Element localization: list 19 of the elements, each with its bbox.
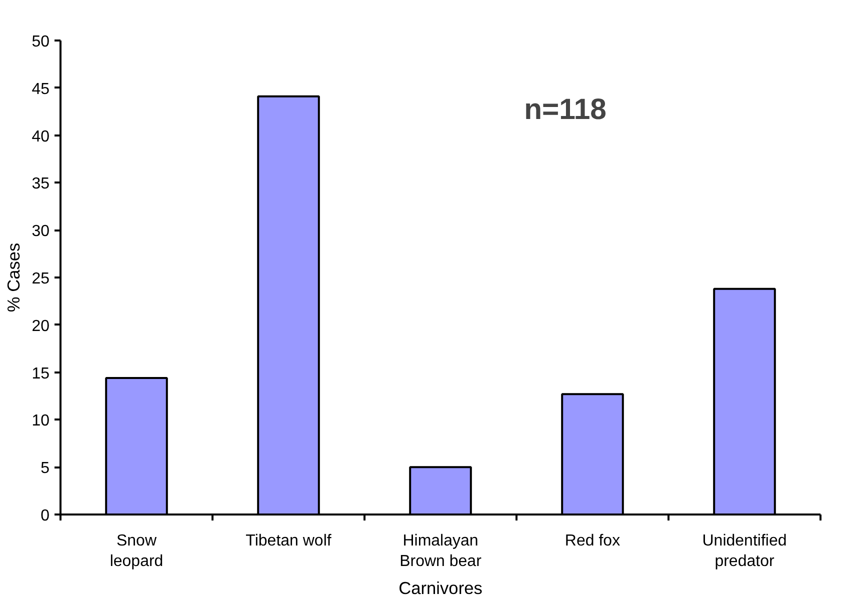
- x-tick-label: Red fox: [564, 532, 620, 550]
- y-tick-label: 30: [32, 223, 50, 240]
- y-tick-label: 5: [40, 460, 50, 478]
- x-tick-label: Himalayan Brown bear: [400, 532, 482, 570]
- x-tick-label: Tibetan wolf: [246, 532, 332, 550]
- y-tick-label: 15: [32, 365, 50, 382]
- y-tick-label: 50: [32, 34, 50, 50]
- y-tick-label: 20: [32, 318, 50, 335]
- y-tick-label: 25: [32, 270, 50, 288]
- y-tick-label: 35: [32, 176, 50, 193]
- annotation: n=118: [524, 92, 606, 126]
- y-tick-label: 10: [32, 412, 50, 430]
- x-tick-label: Unidentified predator: [702, 532, 787, 570]
- x-axis-title: Carnivores: [398, 578, 483, 598]
- y-tick-label: 0: [40, 508, 50, 524]
- y-axis-title: % Cases: [4, 242, 24, 312]
- x-tick-label: Snow leopard: [110, 532, 164, 570]
- y-tick-label: 45: [32, 80, 50, 98]
- y-tick-label: 40: [32, 128, 50, 146]
